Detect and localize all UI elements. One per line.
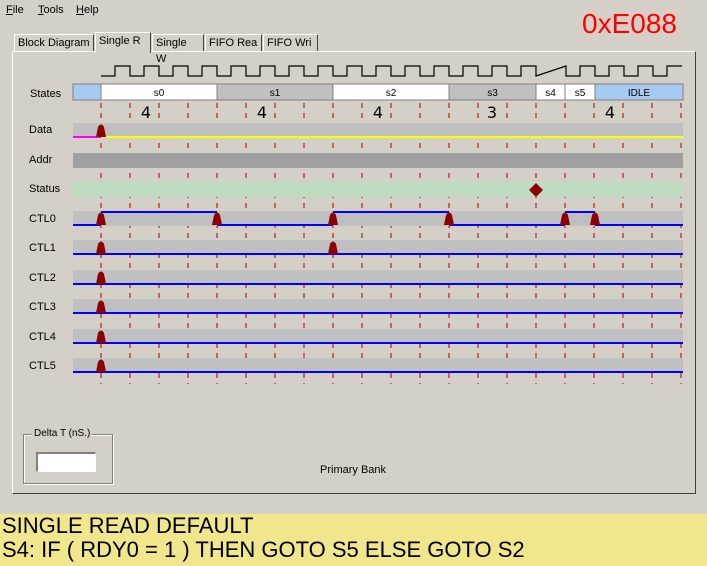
signal-row-data: Data xyxy=(29,123,683,138)
state-name-1: s0 xyxy=(154,88,165,99)
signal-bar-8[interactable] xyxy=(73,358,683,373)
tab-fifo-read[interactable]: FIFO Rea xyxy=(205,34,262,52)
signal-label-ctl4: CTL4 xyxy=(29,331,56,343)
state-count-6: 4 xyxy=(605,103,615,122)
signal-row-ctl3: CTL3 xyxy=(29,299,683,314)
signal-label-ctl3: CTL3 xyxy=(29,301,56,313)
transition-marker-3-5[interactable] xyxy=(590,212,600,226)
transition-marker-3-1[interactable] xyxy=(212,212,222,226)
tab-single-read[interactable]: Single R xyxy=(95,32,151,53)
signal-label-ctl1: CTL1 xyxy=(29,242,56,254)
signal-bar-7[interactable] xyxy=(73,329,683,344)
primary-bank-label: Primary Bank xyxy=(320,464,387,476)
transition-marker-7-0[interactable] xyxy=(96,330,106,344)
transition-marker-6-0[interactable] xyxy=(96,300,106,314)
transition-marker-3-3[interactable] xyxy=(444,212,454,226)
signal-row-addr: Addr xyxy=(29,153,683,168)
signal-label-data: Data xyxy=(29,124,53,136)
footer-description: SINGLE READ DEFAULT S4: IF ( RDY0 = 1 ) … xyxy=(0,514,707,566)
transition-marker-4-1[interactable] xyxy=(328,241,338,255)
tab-block-diagram[interactable]: Block Diagram xyxy=(14,34,94,52)
signal-row-ctl2: CTL2 xyxy=(29,270,683,285)
delta-t-group: Delta T (nS.) xyxy=(23,428,113,484)
transition-marker-4-0[interactable] xyxy=(96,241,106,255)
state-cell-4[interactable]: s33 xyxy=(448,83,537,122)
transition-marker-5-0[interactable] xyxy=(96,271,106,285)
state-name-6: s5 xyxy=(575,88,586,99)
transition-marker-3-2[interactable] xyxy=(328,212,338,226)
state-count-1: 4 xyxy=(141,103,151,122)
transition-marker-3-0[interactable] xyxy=(96,212,106,226)
hex-code-label: 0xE088 xyxy=(582,8,677,39)
delta-t-label: Delta T (nS.) xyxy=(32,428,93,439)
tab-strip: Block Diagram Single R Single W FIFO Rea… xyxy=(0,32,707,65)
state-count-2: 4 xyxy=(257,103,267,122)
state-box-7 xyxy=(594,83,684,101)
signal-label-ctl5: CTL5 xyxy=(29,360,56,372)
state-cell-0[interactable] xyxy=(72,83,102,101)
signal-label-status: Status xyxy=(29,183,61,195)
transition-marker-3-4[interactable] xyxy=(560,212,570,226)
delta-t-input[interactable] xyxy=(36,452,96,472)
tab-fifo-write[interactable]: FIFO Wri xyxy=(263,34,318,52)
signal-row-status: Status xyxy=(29,182,683,197)
menu-tools[interactable]: Tools xyxy=(38,4,64,16)
state-count-3: 4 xyxy=(373,103,383,122)
signal-bar-6[interactable] xyxy=(73,299,683,314)
signal-bar-1[interactable] xyxy=(73,153,683,168)
state-cell-5[interactable]: s4 xyxy=(535,83,566,101)
menu-bar: File Tools Help xyxy=(0,0,707,22)
status-decision-diamond[interactable] xyxy=(529,183,543,197)
state-name-4: s3 xyxy=(487,88,498,99)
state-name-5: s4 xyxy=(545,88,556,99)
state-cell-7[interactable]: IDLE xyxy=(594,83,684,101)
single-read-panel xyxy=(12,51,696,494)
signals-area: Data Addr Status CTL0 CTL1 CTL2 CTL3 CTL4 CTL5 xyxy=(29,123,683,373)
signal-bar-3[interactable] xyxy=(73,211,683,226)
signal-row-ctl0: CTL0 xyxy=(29,211,683,226)
state-name-3: s2 xyxy=(386,88,397,99)
states-row-label: States xyxy=(30,88,62,100)
signal-label-addr: Addr xyxy=(29,154,53,166)
signal-label-ctl2: CTL2 xyxy=(29,272,56,284)
signal-bar-2[interactable] xyxy=(73,182,683,197)
signal-bar-0[interactable] xyxy=(73,123,683,138)
menu-help[interactable]: Help xyxy=(76,4,99,16)
clock-waveform xyxy=(101,65,682,77)
signal-bar-4[interactable] xyxy=(73,240,683,255)
state-count-4: 3 xyxy=(487,103,497,122)
signal-row-ctl4: CTL4 xyxy=(29,329,683,344)
signal-row-ctl5: CTL5 xyxy=(29,358,683,373)
signal-bar-5[interactable] xyxy=(73,270,683,285)
state-name-7: IDLE xyxy=(628,88,651,99)
footer-title: SINGLE READ DEFAULT xyxy=(2,513,254,538)
state-name-2: s1 xyxy=(270,88,281,99)
transition-marker-8-0[interactable] xyxy=(96,359,106,373)
menu-file[interactable]: File xyxy=(6,4,24,16)
footer-condition: S4: IF ( RDY0 = 1 ) THEN GOTO S5 ELSE GO… xyxy=(2,537,525,562)
tab-single-write[interactable]: Single W xyxy=(152,34,204,65)
signal-label-ctl0: CTL0 xyxy=(29,213,56,225)
state-box-0 xyxy=(72,83,102,101)
transition-marker-0-0[interactable] xyxy=(96,124,106,138)
signal-row-ctl1: CTL1 xyxy=(29,240,683,255)
